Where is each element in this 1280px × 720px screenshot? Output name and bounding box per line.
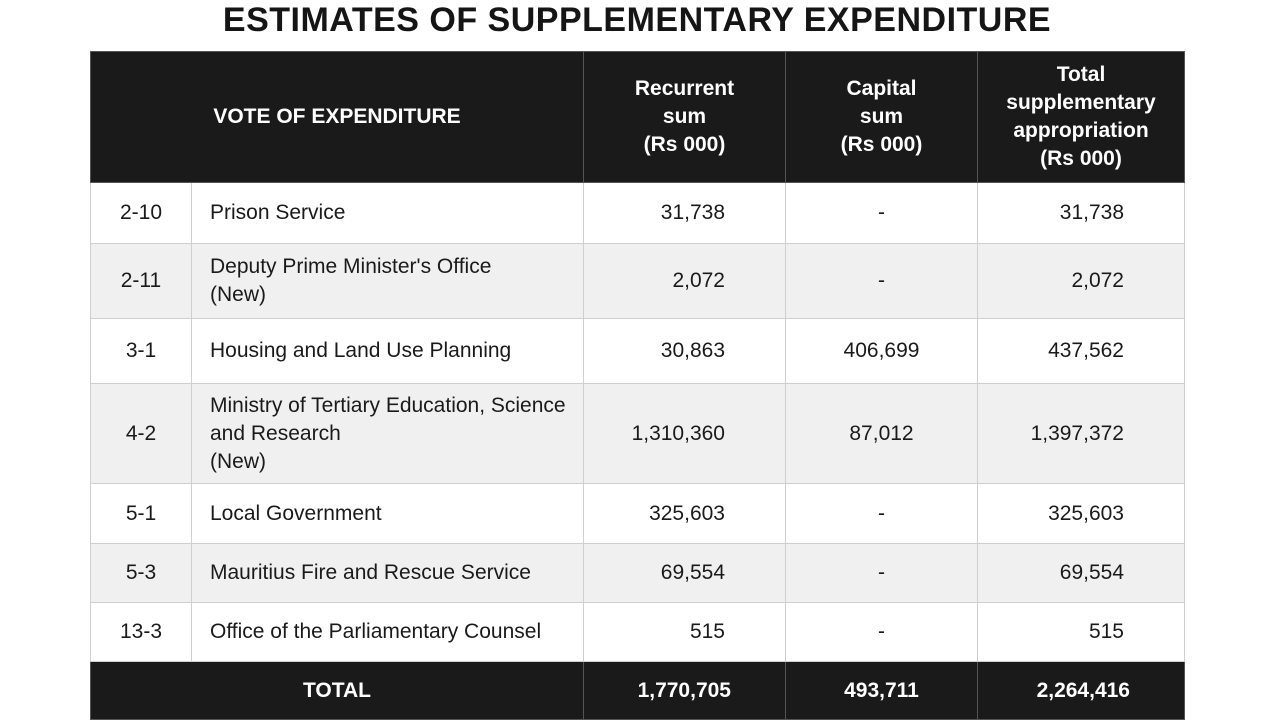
vote-name-line: and Research (210, 421, 341, 445)
header-vote-of-expenditure: VOTE OF EXPENDITURE (90, 51, 584, 183)
header-total-line: Total (1056, 63, 1106, 86)
recurrent-value: 1,310,360 (583, 383, 786, 484)
vote-name: Ministry of Tertiary Education, Science a… (191, 383, 584, 484)
vote-name-line: Office of the Parliamentary Counsel (210, 620, 542, 643)
table-row: 5-1 Local Government 325,603-325,603 (90, 483, 1185, 544)
header-recurrent-line: sum (662, 105, 707, 128)
page-title: ESTIMATES OF SUPPLEMENTARY EXPENDITURE (222, 1, 1052, 39)
total-recurrent: 1,770,705 (583, 661, 786, 720)
table-row: 13-3 Office of the Parliamentary Counsel 5… (90, 602, 1185, 662)
vote-name-line: Housing and Land Use Planning (210, 339, 512, 362)
vote-name-line: Local Government (210, 501, 382, 525)
recurrent-value: 31,738 (583, 182, 786, 244)
vote-code: 3-1 (90, 318, 192, 384)
vote-code: 4-2 (90, 383, 192, 484)
header-recurrent-line: Recurrent (634, 77, 735, 100)
total-value: 69,554 (977, 543, 1185, 603)
vote-name: Deputy Prime Minister's Office (New) (191, 243, 584, 319)
table-row: 5-3 Mauritius Fire and Rescue Service 69,5… (90, 543, 1185, 603)
vote-name-line: (New) (210, 449, 266, 473)
expenditure-table: VOTE OF EXPENDITURE Recurrent sum (Rs 00… (90, 51, 1185, 720)
total-value: 515 (977, 602, 1185, 662)
table-row: 4-2 Ministry of Tertiary Education, Scien… (90, 383, 1185, 484)
vote-code: 2-10 (90, 182, 192, 244)
capital-value: - (785, 602, 978, 662)
total-value: 325,603 (977, 483, 1185, 544)
header-row: VOTE OF EXPENDITURE Recurrent sum (Rs 00… (90, 51, 1185, 183)
vote-name-line: Mauritius Fire and Rescue Service (210, 561, 531, 584)
vote-name-line: (New) (210, 283, 266, 306)
header-vote-label: VOTE OF EXPENDITURE (213, 105, 461, 128)
recurrent-value: 515 (583, 602, 786, 662)
header-total-line: appropriation (1013, 119, 1149, 142)
table-row: 2-10 Prison Service 31,738-31,738 (90, 182, 1185, 244)
header-capital-line: Capital (846, 77, 917, 100)
total-appropriation: 2,264,416 (977, 661, 1185, 720)
capital-value: - (785, 182, 978, 244)
total-capital: 493,711 (785, 661, 978, 720)
capital-value: - (785, 243, 978, 319)
recurrent-value: 69,554 (583, 543, 786, 603)
vote-name: Prison Service (191, 182, 584, 244)
header-total-line: (Rs 000) (1040, 147, 1122, 170)
vote-name: Office of the Parliamentary Counsel (191, 602, 584, 662)
capital-value: - (785, 543, 978, 603)
table-row: 3-1 Housing and Land Use Planning 30,863 40… (90, 318, 1185, 384)
vote-name-line: Prison Service (210, 201, 346, 224)
recurrent-value: 2,072 (583, 243, 786, 319)
vote-name-line: Ministry of Tertiary Education, Science (210, 393, 566, 417)
vote-name: Local Government (191, 483, 584, 544)
total-value: 437,562 (977, 318, 1185, 384)
total-row: TOTAL 1,770,705 493,711 2,264,416 (90, 661, 1185, 720)
capital-value: 87,012 (785, 383, 978, 484)
vote-code: 13-3 (90, 602, 192, 662)
table-row: 2-11 Deputy Prime Minister's Office (New) 2… (90, 243, 1185, 319)
total-value: 31,738 (977, 182, 1185, 244)
header-capital-line: (Rs 000) (840, 133, 923, 156)
vote-name: Mauritius Fire and Rescue Service (191, 543, 584, 603)
header-recurrent-sum: Recurrent sum (Rs 000) (583, 51, 786, 183)
vote-code: 5-3 (90, 543, 192, 603)
table-body: 2-10 Prison Service 31,738-31,738 2-11 Deput… (90, 182, 1185, 662)
capital-value: 406,699 (785, 318, 978, 384)
total-value: 2,072 (977, 243, 1185, 319)
recurrent-value: 325,603 (583, 483, 786, 544)
header-capital-sum: Capital sum (Rs 000) (785, 51, 978, 183)
capital-value: - (785, 483, 978, 544)
header-total-appropriation: Total supplementary appropriation (Rs 00… (977, 51, 1185, 183)
total-label: TOTAL (90, 661, 584, 720)
vote-code: 5-1 (90, 483, 192, 544)
vote-code: 2-11 (90, 243, 192, 319)
header-recurrent-line: (Rs 000) (643, 133, 726, 156)
vote-name: Housing and Land Use Planning (191, 318, 584, 384)
header-capital-line: sum (859, 105, 904, 128)
header-total-line: supplementary (1006, 91, 1156, 114)
vote-name-line: Deputy Prime Minister's Office (210, 255, 492, 278)
total-value: 1,397,372 (977, 383, 1185, 484)
recurrent-value: 30,863 (583, 318, 786, 384)
